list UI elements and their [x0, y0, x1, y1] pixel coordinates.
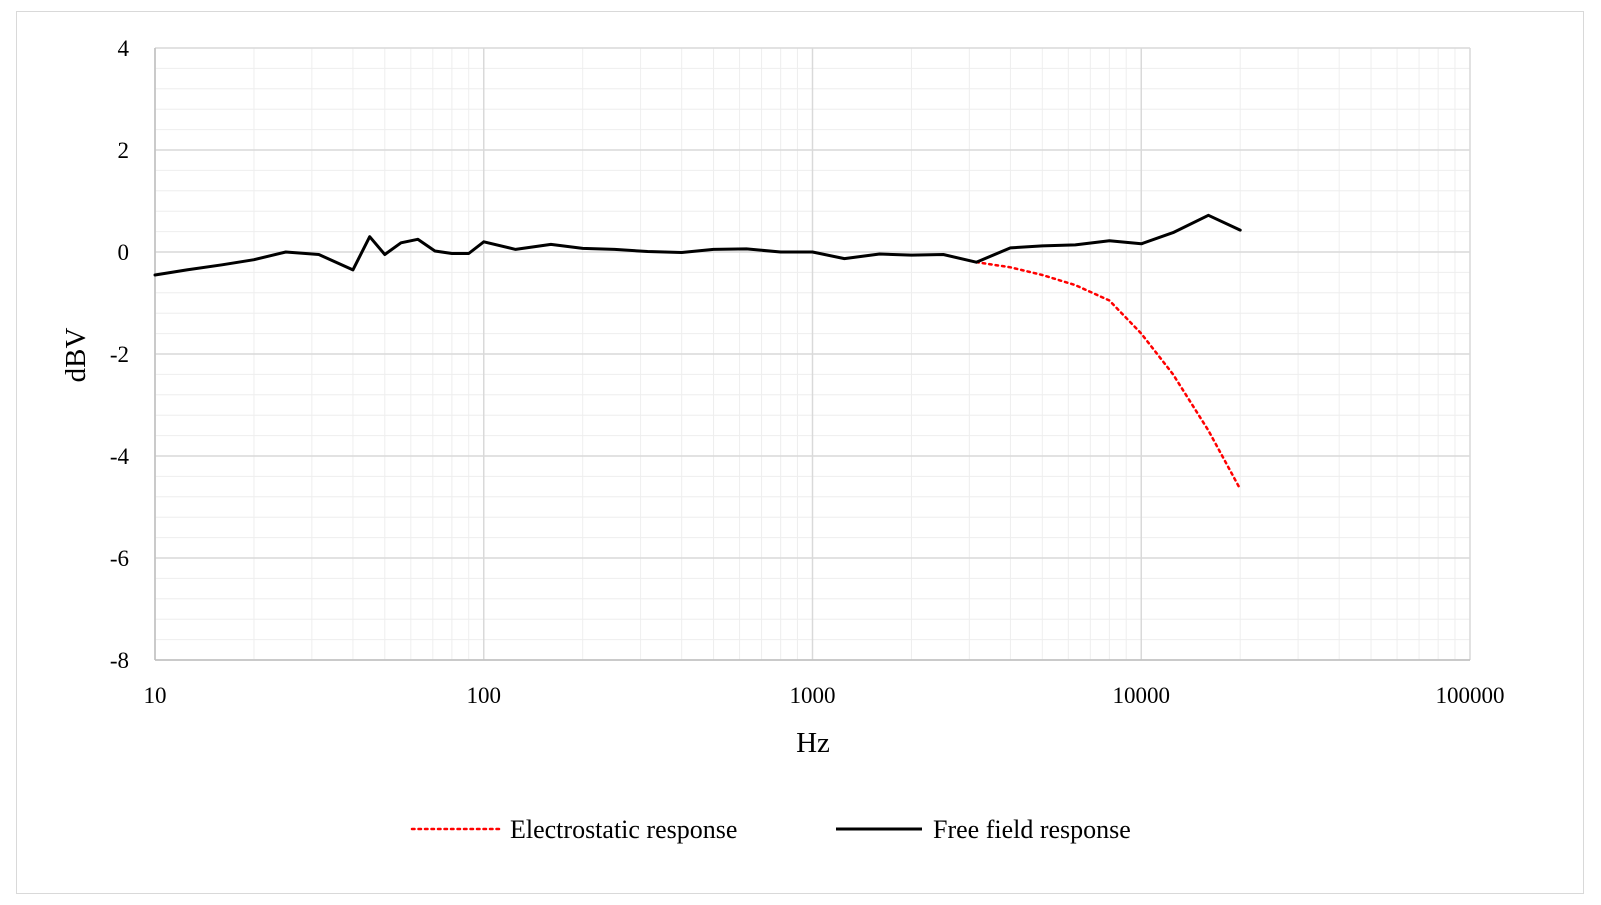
- y-axis-ticks: 4 2 0 -2 -4 -6 -8: [110, 36, 130, 673]
- y-tick-label: 0: [118, 240, 130, 265]
- legend-label: Electrostatic response: [510, 815, 737, 844]
- y-tick-label: 4: [118, 36, 130, 61]
- x-tick-label: 10000: [1113, 683, 1171, 708]
- chart-frame: [16, 11, 1584, 894]
- series-line-electrostatic: [975, 260, 1242, 491]
- y-tick-label: 2: [118, 138, 130, 163]
- series-layer: [153, 213, 1242, 491]
- x-axis-ticks: 10 100 1000 10000 100000: [144, 683, 1505, 708]
- x-tick-label: 10: [144, 683, 167, 708]
- y-axis-title: dBV: [60, 328, 92, 383]
- y-tick-label: -2: [110, 342, 129, 367]
- x-tick-label: 100: [467, 683, 502, 708]
- major-gridlines: [154, 47, 1471, 661]
- y-tick-label: -4: [110, 444, 130, 469]
- legend-label: Free field response: [933, 815, 1131, 844]
- x-tick-label: 1000: [790, 683, 836, 708]
- series-line-free-field: [153, 213, 1242, 277]
- y-tick-label: -6: [110, 546, 129, 571]
- y-tick-label: -8: [110, 648, 129, 673]
- legend: Electrostatic response Free field respons…: [410, 815, 1131, 844]
- x-tick-label: 100000: [1436, 683, 1505, 708]
- x-axis-title: Hz: [796, 727, 830, 759]
